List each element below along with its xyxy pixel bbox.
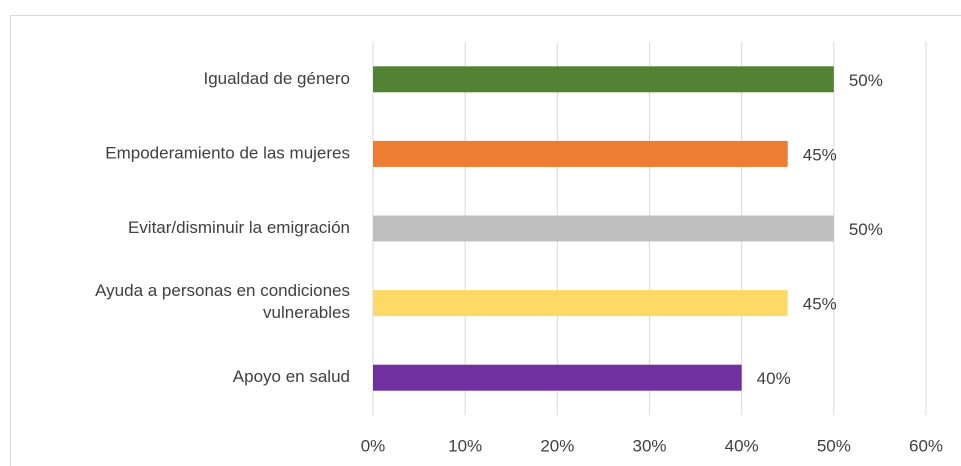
data-label: 50% — [849, 71, 883, 90]
x-tick-label: 10% — [448, 436, 482, 455]
y-tick-label: Evitar/disminuir la emigración — [128, 218, 350, 237]
x-tick-label: 20% — [540, 436, 574, 455]
bar — [373, 290, 788, 317]
bar — [373, 66, 834, 93]
y-tick-label: Apoyo en salud — [233, 367, 350, 386]
y-tick-label: Ayuda a personas en condiciones vulnerabl… — [95, 282, 350, 323]
bar — [373, 140, 788, 167]
y-tick-label: Igualdad de género — [203, 69, 350, 88]
data-label: 45% — [803, 295, 837, 314]
bar — [373, 364, 742, 391]
y-tick-label: Empoderamiento de las mujeres — [105, 143, 350, 162]
x-tick-label: 50% — [817, 436, 851, 455]
x-tick-label: 40% — [725, 436, 759, 455]
data-label: 50% — [849, 220, 883, 239]
x-tick-label: 30% — [632, 436, 666, 455]
data-label: 40% — [757, 369, 791, 388]
data-label: 45% — [803, 145, 837, 164]
x-tick-label: 60% — [909, 436, 943, 455]
x-tick-label: 0% — [361, 436, 386, 455]
bar — [373, 215, 834, 242]
